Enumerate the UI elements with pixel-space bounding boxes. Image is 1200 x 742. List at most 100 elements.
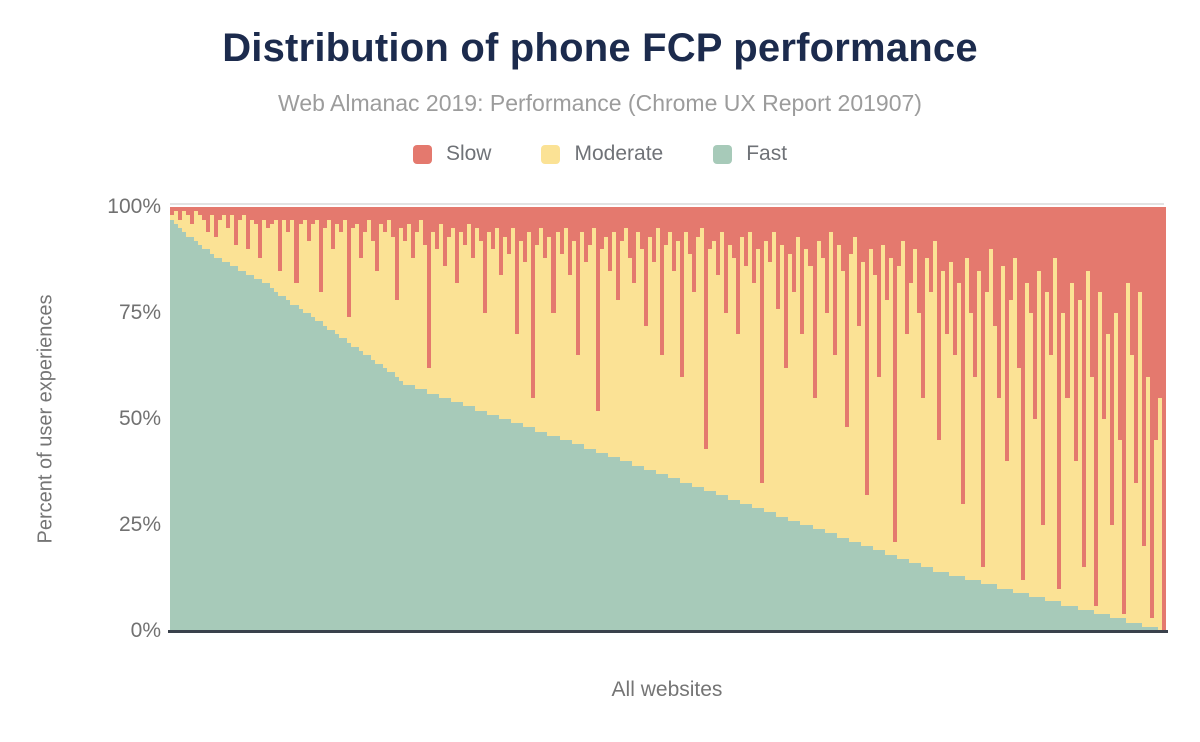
- bar: [318, 207, 323, 631]
- seg-slow: [872, 207, 877, 275]
- bar: [350, 207, 355, 631]
- seg-slow: [202, 207, 207, 220]
- seg-slow: [824, 207, 829, 313]
- seg-slow: [190, 207, 195, 224]
- seg-fast: [346, 342, 351, 631]
- seg-slow: [607, 207, 612, 271]
- bar: [178, 207, 183, 631]
- seg-moderate: [398, 228, 403, 381]
- seg-moderate: [969, 313, 974, 581]
- seg-slow: [655, 207, 660, 229]
- bar: [366, 207, 371, 631]
- bar: [692, 207, 697, 631]
- seg-fast: [535, 431, 540, 631]
- bar: [475, 207, 480, 631]
- seg-moderate: [768, 262, 773, 513]
- seg-slow: [627, 207, 632, 258]
- bar: [820, 207, 825, 631]
- bar: [310, 207, 315, 631]
- seg-slow: [603, 207, 608, 237]
- seg-slow: [816, 207, 821, 241]
- seg-slow: [1033, 207, 1038, 419]
- seg-slow: [900, 207, 905, 241]
- seg-fast: [884, 554, 889, 631]
- seg-moderate: [788, 253, 793, 521]
- seg-slow: [1001, 207, 1006, 267]
- seg-slow: [764, 207, 769, 241]
- moderate-swatch-icon: [541, 144, 561, 164]
- seg-fast: [234, 266, 239, 631]
- seg-slow: [788, 207, 793, 254]
- seg-slow: [455, 207, 460, 284]
- bar: [1157, 207, 1162, 631]
- seg-slow: [222, 207, 227, 216]
- seg-fast: [748, 503, 753, 631]
- seg-slow: [310, 207, 315, 224]
- seg-fast: [422, 389, 427, 631]
- seg-moderate: [551, 313, 556, 436]
- stacked-bar-plot: [170, 207, 1166, 631]
- seg-slow: [354, 207, 359, 224]
- seg-moderate: [250, 219, 255, 275]
- seg-slow: [555, 207, 560, 233]
- bar: [880, 207, 885, 631]
- bar: [583, 207, 588, 631]
- seg-slow: [659, 207, 664, 356]
- bar: [1053, 207, 1058, 631]
- seg-slow: [631, 207, 636, 284]
- bar: [214, 207, 219, 631]
- seg-moderate: [591, 228, 596, 449]
- bar: [254, 207, 259, 631]
- seg-slow: [338, 207, 343, 233]
- seg-slow: [700, 207, 705, 229]
- bar: [876, 207, 881, 631]
- seg-fast: [848, 541, 853, 631]
- seg-fast: [270, 287, 275, 631]
- seg-moderate: [675, 240, 680, 479]
- seg-fast: [394, 376, 399, 631]
- seg-slow: [965, 207, 970, 258]
- seg-fast: [523, 427, 528, 631]
- seg-moderate: [639, 249, 644, 466]
- seg-slow: [728, 207, 733, 246]
- seg-moderate: [330, 249, 335, 330]
- seg-fast: [230, 266, 235, 631]
- seg-fast: [716, 495, 721, 631]
- bar: [370, 207, 375, 631]
- bar: [1109, 207, 1114, 631]
- bar: [635, 207, 640, 631]
- seg-slow: [1133, 207, 1138, 483]
- seg-moderate: [258, 257, 263, 280]
- seg-fast: [961, 575, 966, 631]
- seg-slow: [1089, 207, 1094, 377]
- seg-fast: [1125, 622, 1130, 631]
- seg-moderate: [491, 249, 496, 415]
- seg-slow: [282, 207, 287, 220]
- bar: [362, 207, 367, 631]
- seg-slow: [294, 207, 299, 284]
- seg-fast: [792, 520, 797, 631]
- bar: [752, 207, 757, 631]
- seg-fast: [435, 393, 440, 631]
- seg-fast: [1053, 601, 1058, 631]
- bar: [712, 207, 717, 631]
- seg-slow: [993, 207, 998, 326]
- seg-slow: [350, 207, 355, 229]
- seg-fast: [218, 257, 223, 631]
- seg-moderate: [190, 223, 195, 237]
- seg-fast: [539, 431, 544, 631]
- bar: [190, 207, 195, 631]
- bar: [784, 207, 789, 631]
- seg-fast: [945, 571, 950, 631]
- seg-fast: [1037, 597, 1042, 631]
- seg-fast: [378, 363, 383, 631]
- seg-moderate: [876, 376, 881, 551]
- seg-slow: [957, 207, 962, 284]
- seg-slow: [394, 207, 399, 301]
- seg-fast: [559, 440, 564, 631]
- seg-fast: [760, 508, 765, 631]
- seg-moderate: [784, 368, 789, 517]
- seg-moderate: [1009, 300, 1014, 589]
- seg-slow: [487, 207, 492, 233]
- seg-fast: [302, 312, 307, 631]
